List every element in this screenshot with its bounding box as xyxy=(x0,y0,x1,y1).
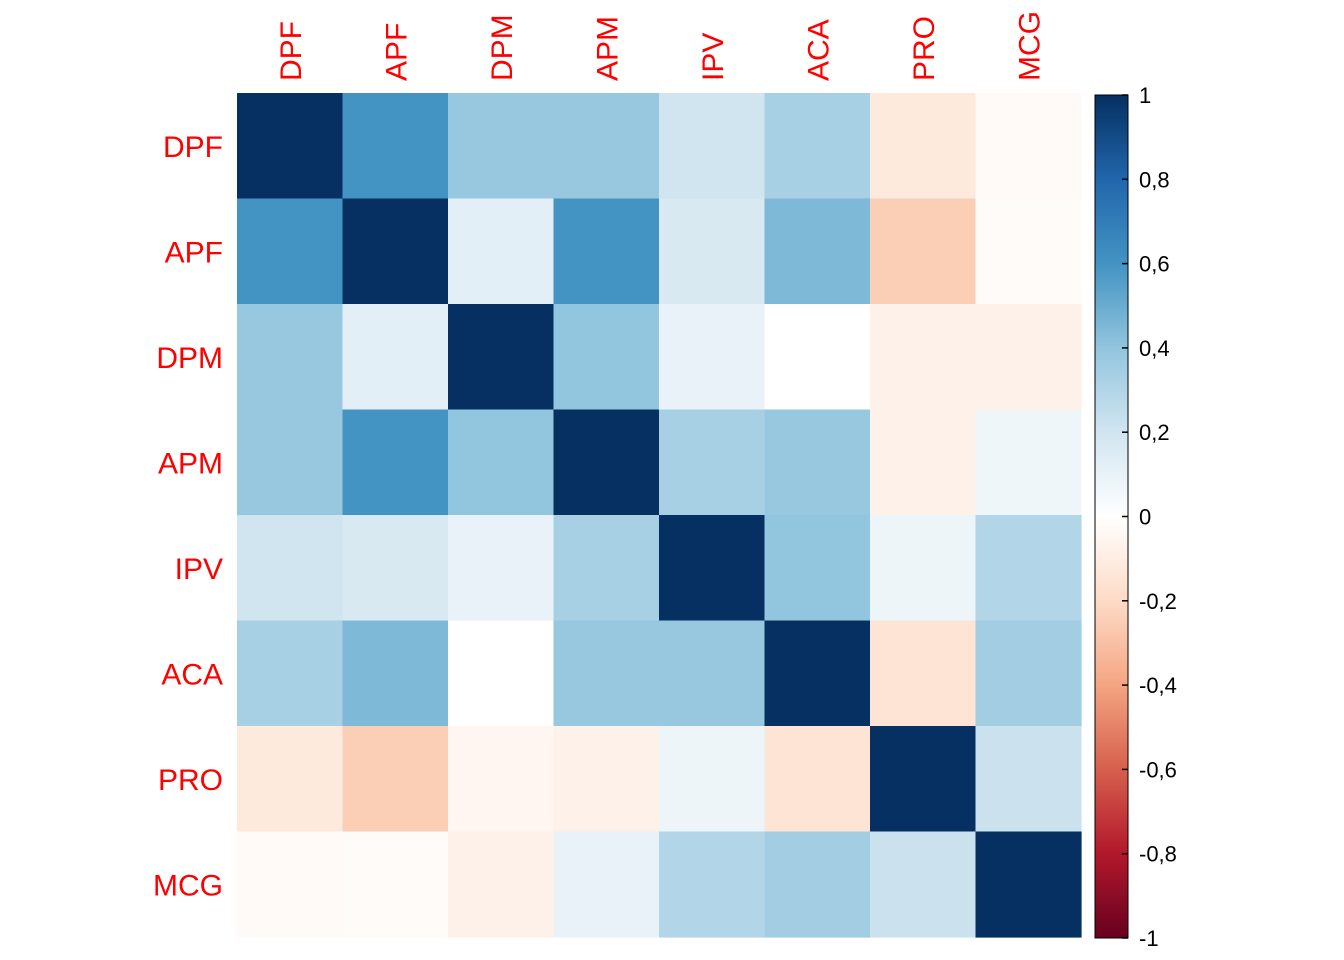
heatmap-cell-mcg-apm xyxy=(553,831,660,938)
heatmap-cell-dpf-mcg xyxy=(975,93,1082,200)
column-label-pro: PRO xyxy=(908,16,941,81)
heatmap-cell-ipv-aca xyxy=(764,515,871,622)
heatmap-cell-aca-ipv xyxy=(659,620,766,727)
heatmap-cell-apm-dpf xyxy=(237,409,344,516)
heatmap-cell-dpm-apf xyxy=(342,304,449,411)
column-label-dpf: DPF xyxy=(275,21,308,81)
colorbar-tick-label: -1 xyxy=(1139,926,1159,951)
heatmap-cell-dpm-ipv xyxy=(659,304,766,411)
heatmap-cell-mcg-ipv xyxy=(659,831,766,938)
heatmap-cell-mcg-dpm xyxy=(448,831,555,938)
colorbar-tick-label: -0,4 xyxy=(1139,673,1177,698)
heatmap-cell-dpm-pro xyxy=(870,304,977,411)
colorbar-tick-label: 0 xyxy=(1139,505,1151,530)
heatmap-cell-dpf-aca xyxy=(764,93,871,200)
heatmap-cell-aca-dpf xyxy=(237,620,344,727)
heatmap-cell-aca-apf xyxy=(342,620,449,727)
heatmap-cell-ipv-apf xyxy=(342,515,449,622)
heatmap-cell-dpf-dpf xyxy=(237,93,344,200)
heatmap-cell-dpf-apf xyxy=(342,93,449,200)
colorbar-tick-label: 0,6 xyxy=(1139,252,1170,277)
heatmap-cell-aca-dpm xyxy=(448,620,555,727)
heatmap-cell-aca-mcg xyxy=(975,620,1082,727)
colorbar-tick-label: -0,2 xyxy=(1139,589,1177,614)
heatmap-cell-aca-apm xyxy=(553,620,660,727)
heatmap-cell-apm-ipv xyxy=(659,409,766,516)
colorbar-tick-label: 0,8 xyxy=(1139,167,1170,192)
heatmap-cell-apf-dpf xyxy=(237,198,344,305)
row-label-ipv: IPV xyxy=(175,553,223,586)
colorbar-tick-label: 1 xyxy=(1139,83,1151,108)
heatmap-cell-ipv-ipv xyxy=(659,515,766,622)
heatmap-cell-pro-pro xyxy=(870,726,977,833)
heatmap-cell-ipv-dpf xyxy=(237,515,344,622)
row-label-mcg: MCG xyxy=(153,869,223,902)
heatmap-cell-apm-apm xyxy=(553,409,660,516)
heatmap-cell-apf-mcg xyxy=(975,198,1082,305)
heatmap-cells xyxy=(237,93,1082,938)
heatmap-cell-apf-apm xyxy=(553,198,660,305)
colorbar-tick-label: -0,6 xyxy=(1139,757,1177,782)
heatmap-cell-mcg-apf xyxy=(342,831,449,938)
heatmap-cell-aca-aca xyxy=(764,620,871,727)
heatmap-cell-mcg-pro xyxy=(870,831,977,938)
heatmap-cell-apf-apf xyxy=(342,198,449,305)
column-label-mcg: MCG xyxy=(1013,11,1046,81)
heatmap-cell-ipv-dpm xyxy=(448,515,555,622)
heatmap-cell-mcg-mcg xyxy=(975,831,1082,938)
heatmap-cell-dpf-dpm xyxy=(448,93,555,200)
heatmap-cell-apm-aca xyxy=(764,409,871,516)
heatmap-cell-apm-mcg xyxy=(975,409,1082,516)
colorbar-tick-label: -0,8 xyxy=(1139,842,1177,867)
heatmap-cell-dpm-aca xyxy=(764,304,871,411)
heatmap-cell-apm-apf xyxy=(342,409,449,516)
heatmap-cell-pro-mcg xyxy=(975,726,1082,833)
column-label-aca: ACA xyxy=(802,19,835,81)
column-label-ipv: IPV xyxy=(697,33,730,81)
row-labels: DPF APF DPM APM IPV ACA PRO MCG xyxy=(153,131,223,903)
heatmap-cell-pro-aca xyxy=(764,726,871,833)
heatmap-cell-apf-dpm xyxy=(448,198,555,305)
colorbar-ticks: 1 0,8 0,6 0,4 0,2 0 -0,2 -0,4 -0,6 -0,8 -1 xyxy=(1122,83,1177,951)
heatmap-cell-mcg-aca xyxy=(764,831,871,938)
colorbar-tick-label: 0,2 xyxy=(1139,420,1170,445)
heatmap-cell-dpm-dpm xyxy=(448,304,555,411)
heatmap-cell-pro-apm xyxy=(553,726,660,833)
row-label-apf: APF xyxy=(165,236,223,269)
heatmap-cell-mcg-dpf xyxy=(237,831,344,938)
row-label-apm: APM xyxy=(158,447,223,480)
row-label-dpf: DPF xyxy=(163,131,223,164)
colorbar-tick-label: 0,4 xyxy=(1139,336,1170,361)
heatmap-cell-apf-pro xyxy=(870,198,977,305)
heatmap-cell-pro-ipv xyxy=(659,726,766,833)
heatmap-cell-ipv-mcg xyxy=(975,515,1082,622)
heatmap-cell-apm-dpm xyxy=(448,409,555,516)
column-label-dpm: DPM xyxy=(486,14,519,81)
row-label-pro: PRO xyxy=(158,764,223,797)
heatmap-cell-dpf-apm xyxy=(553,93,660,200)
heatmap-cell-dpf-ipv xyxy=(659,93,766,200)
heatmap-cell-dpm-mcg xyxy=(975,304,1082,411)
heatmap-cell-apf-aca xyxy=(764,198,871,305)
heatmap-cell-apm-pro xyxy=(870,409,977,516)
heatmap-cell-apf-ipv xyxy=(659,198,766,305)
heatmap-cell-ipv-apm xyxy=(553,515,660,622)
heatmap-cell-dpm-dpf xyxy=(237,304,344,411)
column-label-apf: APF xyxy=(380,23,413,81)
heatmap-cell-pro-apf xyxy=(342,726,449,833)
heatmap-cell-aca-pro xyxy=(870,620,977,727)
color-legend: 1 0,8 0,6 0,4 0,2 0 -0,2 -0,4 -0,6 -0,8 -1 xyxy=(1094,83,1177,951)
column-label-apm: APM xyxy=(591,16,624,81)
heatmap-cell-pro-dpm xyxy=(448,726,555,833)
heatmap-cell-dpm-apm xyxy=(553,304,660,411)
row-label-dpm: DPM xyxy=(156,342,223,375)
row-label-aca: ACA xyxy=(161,658,223,691)
heatmap-cell-pro-dpf xyxy=(237,726,344,833)
heatmap-cell-ipv-pro xyxy=(870,515,977,622)
heatmap-cell-dpf-pro xyxy=(870,93,977,200)
column-labels: DPF APF DPM APM IPV ACA PRO MCG xyxy=(275,11,1047,81)
